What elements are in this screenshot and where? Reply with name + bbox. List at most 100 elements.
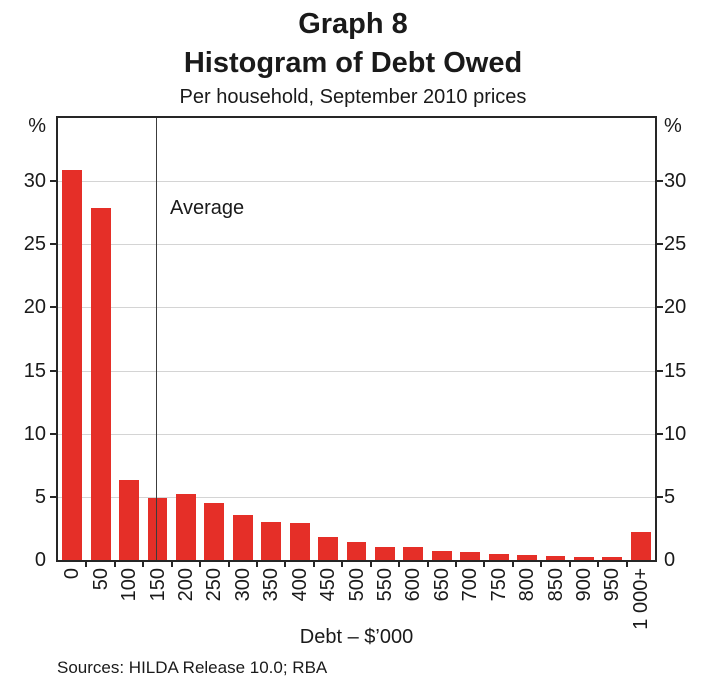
y-tick-label-right-15: 15 — [664, 359, 687, 382]
y-tick-label-right-25: 25 — [664, 233, 687, 256]
x-tick-mark-2 — [113, 560, 116, 567]
chart-title: Histogram of Debt Owed — [183, 47, 523, 79]
bar-350 — [261, 522, 282, 560]
y-tick-label-right-0: 0 — [664, 549, 676, 571]
gridline-25 — [58, 244, 655, 246]
y-tick-mark-left-30 — [50, 180, 56, 183]
x-tick-mark-7 — [256, 560, 258, 567]
y-tick-mark-left-10 — [50, 432, 56, 435]
x-tick-mark-11 — [369, 560, 372, 567]
gridline-30 — [58, 181, 655, 183]
x-tick-label-950: 950 — [601, 568, 624, 602]
y-tick-mark-right-10 — [657, 432, 663, 435]
sources-note: Sources: HILDA Release 10.0; RBA — [57, 658, 328, 677]
y-tick-mark-left-5 — [50, 495, 56, 498]
bar-600 — [403, 547, 424, 560]
x-tick-label-850: 850 — [544, 568, 567, 602]
x-tick-label-800: 800 — [516, 568, 539, 602]
bar-150 — [147, 498, 168, 560]
x-tick-mark-15 — [483, 560, 486, 567]
x-tick-mark-12 — [398, 560, 401, 567]
bar-800 — [517, 554, 537, 560]
x-tick-mark-14 — [455, 560, 457, 567]
x-tick-label-0: 0 — [61, 568, 84, 580]
x-tick-mark-13 — [426, 560, 429, 567]
bar-450 — [318, 537, 338, 560]
x-tick-label-550: 550 — [373, 568, 396, 602]
x-tick-label-600: 600 — [402, 568, 425, 602]
y-tick-label-left-15: 15 — [23, 359, 46, 382]
chart-subtitle: Per household, September 2010 prices — [179, 86, 527, 108]
bar-300 — [232, 514, 253, 560]
y-tick-label-right-30: 30 — [664, 170, 687, 193]
bar-0 — [62, 169, 83, 560]
x-tick-mark-6 — [227, 560, 230, 567]
y-tick-mark-left-25 — [50, 243, 56, 246]
x-tick-mark-5 — [199, 560, 202, 567]
y-tick-label-right-10: 10 — [664, 422, 687, 445]
bar-550 — [374, 547, 395, 560]
x-tick-label-250: 250 — [203, 568, 226, 602]
y-tick-label-left-10: 10 — [23, 422, 46, 445]
x-tick-mark-4 — [170, 560, 173, 567]
x-tick-label-700: 700 — [459, 568, 482, 602]
y-tick-label-left-25: 25 — [23, 233, 46, 256]
y-tick-label-left-30: 30 — [23, 170, 46, 193]
y-tick-label-right-20: 20 — [664, 296, 687, 319]
x-tick-mark-8 — [284, 560, 287, 567]
plot-area — [56, 116, 657, 562]
x-tick-mark-16 — [511, 560, 514, 567]
y-tick-mark-right-30 — [657, 180, 663, 183]
x-tick-mark-18 — [568, 560, 571, 567]
x-tick-mark-20 — [625, 560, 628, 567]
x-tick-label-350: 350 — [260, 568, 283, 602]
x-tick-label-500: 500 — [345, 568, 368, 602]
gridline-5 — [58, 496, 655, 498]
x-tick-label-400: 400 — [288, 568, 311, 602]
y-tick-label-right-5: 5 — [664, 485, 676, 508]
bar-900 — [573, 557, 594, 560]
bar-200 — [175, 494, 196, 560]
average-line — [155, 118, 158, 560]
x-tick-label-100: 100 — [118, 568, 141, 602]
x-tick-mark-3 — [142, 560, 145, 567]
bar-400 — [289, 523, 310, 560]
x-tick-label-750: 750 — [487, 568, 510, 602]
gridline-20 — [58, 307, 655, 309]
x-tick-mark-1 — [85, 560, 88, 567]
x-tick-label-50: 50 — [89, 568, 112, 591]
gridline-10 — [58, 433, 655, 435]
y-tick-mark-right-15 — [657, 369, 663, 372]
graph-number: Graph 8 — [298, 8, 408, 40]
y-tick-mark-right-25 — [657, 243, 663, 246]
x-tick-label-300: 300 — [231, 568, 254, 602]
bar-250 — [204, 503, 225, 560]
y-tick-mark-right-5 — [657, 495, 663, 498]
y-tick-mark-left-20 — [50, 306, 56, 309]
y-axis-unit-right: % — [664, 115, 682, 137]
bar-700 — [460, 552, 481, 560]
bar-650 — [431, 551, 452, 560]
x-tick-label-1 000+: 1 000+ — [629, 568, 652, 630]
x-axis-title: Debt – $’000 — [299, 626, 414, 648]
y-tick-mark-left-15 — [50, 369, 56, 372]
y-axis-unit-left: % — [28, 115, 46, 137]
bar-100 — [119, 480, 139, 560]
y-tick-label-left-5: 5 — [34, 485, 46, 508]
x-tick-mark-19 — [597, 560, 600, 567]
x-tick-label-450: 450 — [317, 568, 340, 602]
bar-950 — [602, 557, 623, 560]
bar-1 000+ — [630, 532, 651, 560]
x-tick-mark-9 — [312, 560, 315, 567]
bar-500 — [346, 542, 367, 560]
x-tick-mark-17 — [540, 560, 543, 567]
x-tick-label-900: 900 — [572, 568, 595, 602]
y-tick-label-left-20: 20 — [23, 296, 46, 319]
bar-850 — [545, 556, 566, 560]
bar-750 — [488, 553, 509, 560]
average-label: Average — [170, 197, 245, 219]
x-tick-label-650: 650 — [430, 568, 453, 602]
y-tick-label-left-0: 0 — [34, 549, 46, 571]
x-tick-label-150: 150 — [146, 568, 169, 602]
